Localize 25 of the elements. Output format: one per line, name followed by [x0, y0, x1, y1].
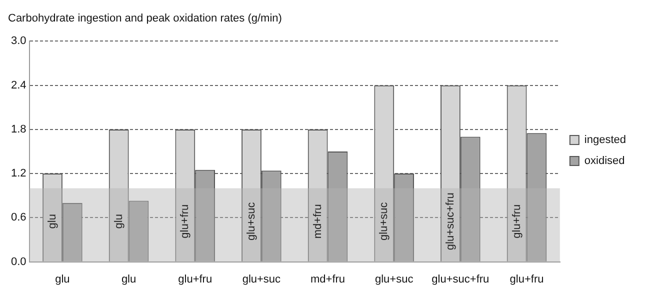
x-tick-label: glu+fru [179, 204, 192, 238]
text: glu [121, 273, 136, 286]
chart-title: Carbohydrate ingestion and peak oxidation rates (g/min) [8, 12, 282, 25]
text: glu+suc+fru [432, 273, 490, 286]
y-tick-label: 1.8 [10, 123, 26, 136]
y-tick-label: 3.0 [10, 35, 26, 48]
text: glu+suc [374, 273, 414, 286]
text: glu+fru [510, 273, 544, 286]
y-tick-label: 0.6 [10, 212, 26, 224]
y-tick-label: 2.4 [10, 79, 26, 92]
text: glu [55, 273, 70, 286]
x-tick-label: glu+suc [246, 202, 258, 240]
x-tick-label: glu+fru [510, 204, 523, 238]
text: glu+fru [178, 273, 212, 286]
text: glu+suc [242, 273, 282, 286]
x-tick-label: glu [112, 214, 125, 229]
legend-label: oxidised [584, 155, 625, 168]
text: md+fru [310, 273, 346, 286]
x-tick-label: glu+suc [378, 202, 390, 240]
y-tick-label: 1.2 [10, 168, 26, 180]
x-tick-label: glu [46, 214, 59, 229]
y-tick-label: 0.0 [10, 256, 26, 268]
x-tick-label: glu+suc+fru [444, 192, 456, 250]
x-tick-label: md+fru [312, 204, 324, 239]
legend-label: ingested [584, 134, 626, 146]
